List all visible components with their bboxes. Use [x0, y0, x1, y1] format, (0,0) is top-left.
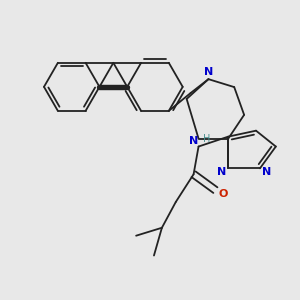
Text: N: N: [217, 167, 226, 177]
Text: N: N: [189, 136, 198, 146]
Text: N: N: [262, 167, 272, 177]
Text: H: H: [203, 134, 210, 144]
Text: N: N: [204, 67, 213, 77]
Text: O: O: [219, 189, 228, 199]
